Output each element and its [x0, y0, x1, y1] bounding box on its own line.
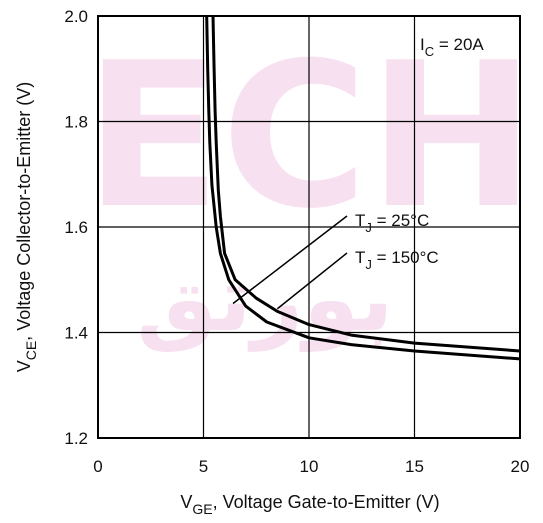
label-tj-25c: TJ = 25°C — [355, 211, 429, 235]
grid — [98, 16, 520, 438]
y-tick-label: 1.2 — [64, 429, 88, 448]
series-line-tj-150c — [211, 15, 521, 353]
y-axis-label: VCE, Voltage Collector-to-Emitter (V) — [14, 82, 39, 373]
y-tick-label: 1.4 — [64, 324, 88, 343]
x-tick-label: 0 — [93, 457, 102, 476]
series — [205, 15, 521, 361]
x-tick-label: 5 — [199, 457, 208, 476]
label-tj-150c: TJ = 150°C — [355, 248, 439, 272]
series-line-tj-25c — [205, 15, 521, 361]
watermark: ECH بورتق — [85, 20, 536, 352]
y-tick-label: 2.0 — [64, 7, 88, 26]
condition-label: IC = 20A — [420, 35, 484, 59]
y-tick-label: 1.8 — [64, 113, 88, 132]
x-tick-label: 10 — [300, 457, 319, 476]
y-tick-label: 1.6 — [64, 218, 88, 237]
ticks: 0 5 10 15 20 1.2 1.4 1.6 1.8 2.0 — [64, 7, 529, 476]
annotations: TJ = 25°C TJ = 150°C — [232, 211, 439, 310]
x-tick-label: 15 — [405, 457, 424, 476]
plot-frame — [97, 15, 521, 439]
label-tj-150c-leader — [276, 252, 348, 310]
x-tick-label: 20 — [511, 457, 530, 476]
label-tj-25c-leader — [232, 215, 348, 305]
watermark-text-top: ECH — [85, 20, 536, 253]
x-axis-label: VGE, Voltage Gate-to-Emitter (V) — [180, 492, 439, 517]
